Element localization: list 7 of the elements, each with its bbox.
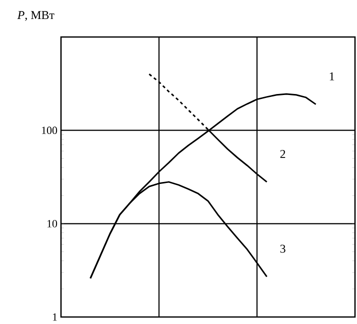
text: 2 <box>280 150 286 158</box>
y-tick-label: 100 <box>42 126 58 134</box>
text: 3 <box>280 244 286 253</box>
y-tick-label: 10 <box>47 220 58 228</box>
y-axis-title: P, МВт <box>17 11 54 21</box>
text: 1 <box>330 72 334 80</box>
y-tick-label: 1 <box>52 313 57 321</box>
